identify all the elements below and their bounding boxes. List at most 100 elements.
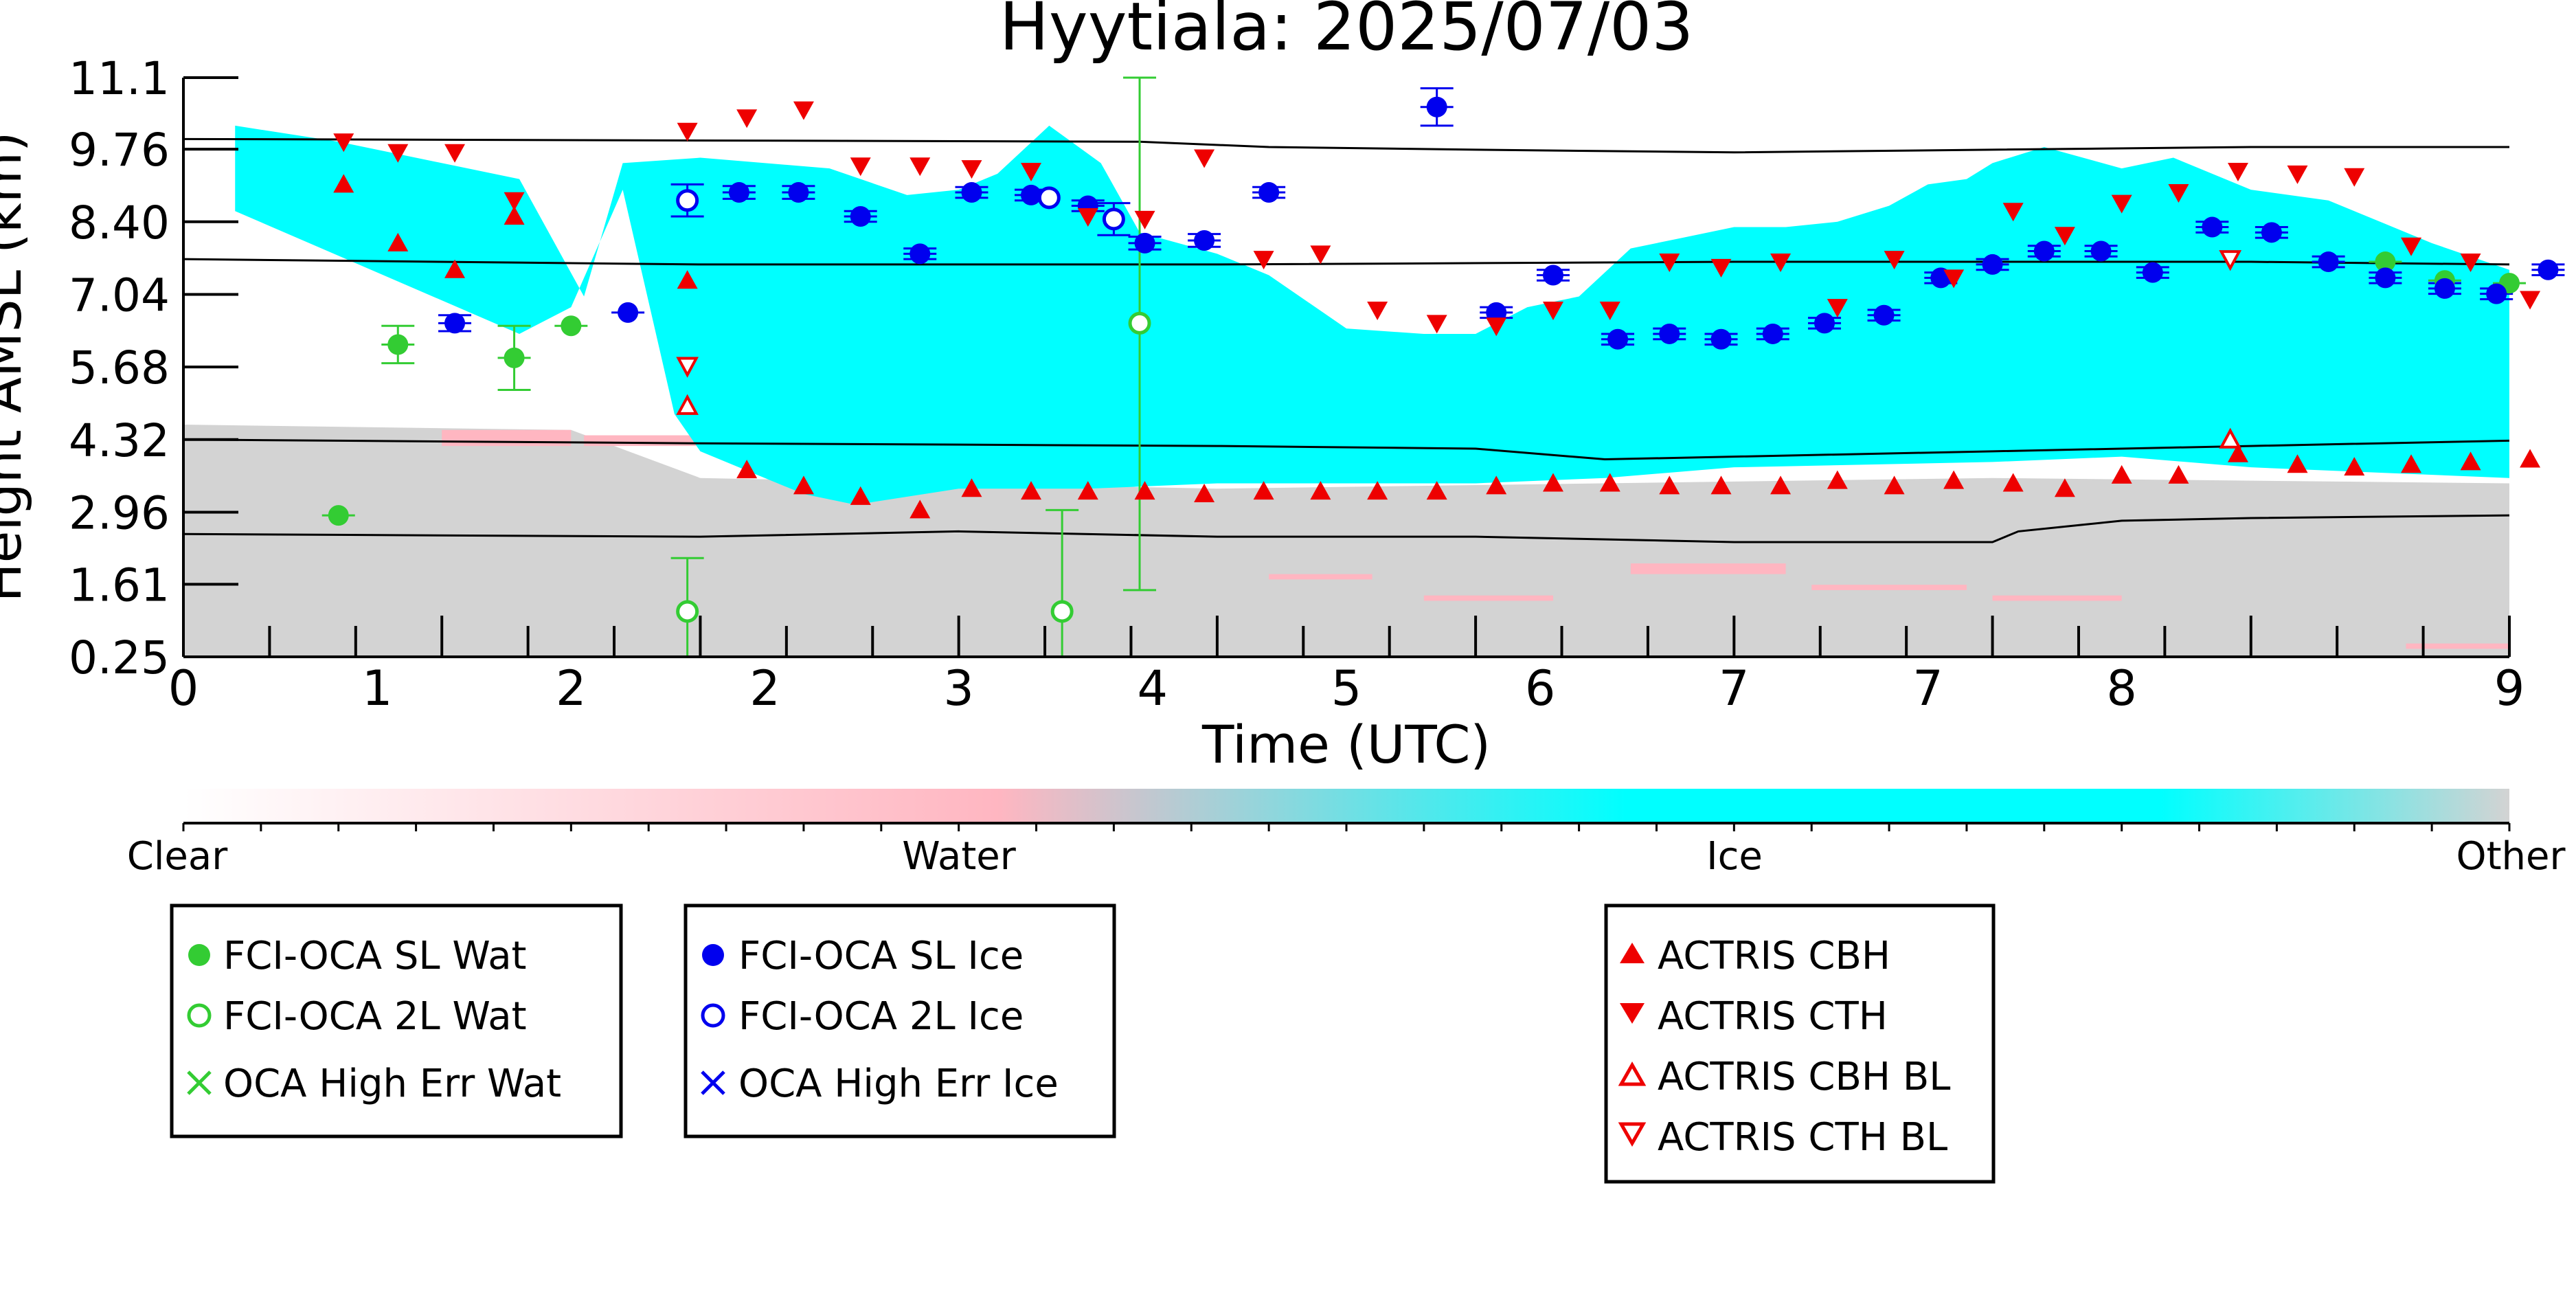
data-point-open-circle bbox=[1128, 311, 1151, 335]
x-tick-label: 9 bbox=[2494, 660, 2525, 717]
data-point-filled-circle bbox=[444, 313, 466, 334]
data-point-filled-circle bbox=[1982, 254, 2003, 275]
data-point-triangle-up bbox=[1770, 475, 1792, 495]
data-point-filled-circle bbox=[1021, 184, 1042, 205]
data-point-triangle-up bbox=[504, 206, 525, 225]
data-point-triangle-up bbox=[1486, 475, 1507, 495]
data-point-triangle-up-open bbox=[2219, 427, 2242, 449]
data-point-triangle-down bbox=[677, 122, 698, 142]
x-tick-label: 4 bbox=[1138, 660, 1168, 717]
data-point-open-circle bbox=[676, 189, 699, 212]
water-class-patch bbox=[2406, 643, 2509, 649]
legend-filled-circle-icon bbox=[702, 944, 724, 966]
data-point-filled-circle bbox=[728, 182, 749, 203]
data-point-triangle-up bbox=[1077, 481, 1098, 500]
legend-triangle-down-icon bbox=[1620, 1003, 1645, 1024]
legend-label: ACTRIS CBH BL bbox=[1658, 1055, 1950, 1099]
data-point-triangle-down-open bbox=[2219, 250, 2242, 271]
legend-filled-circle-icon bbox=[188, 944, 210, 966]
data-point-triangle-down bbox=[1134, 210, 1155, 229]
legend-label: ACTRIS CTH BL bbox=[1658, 1115, 1947, 1160]
data-point-triangle-down bbox=[909, 157, 931, 177]
data-point-filled-circle bbox=[2261, 222, 2282, 243]
y-tick-label: 2.96 bbox=[69, 486, 170, 539]
colorbar-ticks bbox=[182, 823, 2511, 831]
data-point-filled-circle bbox=[1762, 323, 1783, 344]
water-class-patch bbox=[442, 429, 572, 447]
x-tick-label: 5 bbox=[1331, 660, 1362, 717]
data-point-triangle-down bbox=[504, 192, 525, 211]
legend-label: ACTRIS CBH bbox=[1658, 934, 1890, 978]
data-point-triangle-down bbox=[2520, 291, 2541, 310]
x-tick-label: 7 bbox=[1912, 660, 1943, 717]
legend-box bbox=[683, 903, 1116, 1138]
data-point-filled-circle bbox=[2486, 283, 2507, 304]
data-point-triangle-down bbox=[444, 144, 466, 163]
y-tick-label: 5.68 bbox=[69, 341, 170, 394]
data-point-triangle-down bbox=[1426, 315, 1447, 334]
legend-label: FCI-OCA SL Wat bbox=[223, 934, 527, 978]
data-point-triangle-up bbox=[909, 499, 931, 519]
class-colorbar: Clear Water Ice Other bbox=[127, 789, 2566, 879]
data-point-triangle-up bbox=[2520, 449, 2541, 468]
y-ticks: 0.25 1.61 2.96 4.32 5.68 7.04 8.40 9.76 11.1 bbox=[69, 52, 238, 684]
data-point-triangle-down bbox=[1542, 301, 1563, 320]
data-point-triangle-down bbox=[1194, 149, 1215, 168]
legend-label: FCI-OCA 2L Ice bbox=[738, 994, 1024, 1039]
data-point-triangle-up bbox=[1367, 481, 1388, 500]
reference-line bbox=[183, 258, 2509, 266]
data-point-triangle-up-open bbox=[676, 394, 699, 415]
data-point-triangle-up bbox=[1310, 481, 1331, 500]
data-point-triangle-up bbox=[2054, 478, 2075, 497]
legend-label: OCA High Err Ice bbox=[738, 1062, 1059, 1106]
data-point-triangle-down bbox=[2344, 168, 2365, 187]
data-point-triangle-down bbox=[387, 144, 409, 163]
data-point-triangle-up bbox=[1884, 475, 1905, 495]
data-point-filled-circle bbox=[2318, 251, 2339, 273]
legend-triangle-up-open-icon bbox=[1618, 1061, 1647, 1086]
colorbar-gradient bbox=[183, 789, 2509, 823]
data-point-filled-circle bbox=[961, 182, 982, 203]
data-point-filled-circle bbox=[788, 182, 809, 203]
colorbar-label-water: Water bbox=[902, 834, 1017, 879]
data-point-triangle-up bbox=[1943, 470, 1965, 489]
data-point-filled-circle bbox=[1607, 328, 1629, 350]
legend-open-circle-icon bbox=[187, 1003, 212, 1028]
y-tick-label: 11.1 bbox=[69, 52, 170, 105]
y-tick-label: 4.32 bbox=[69, 414, 170, 467]
data-point-triangle-up bbox=[444, 259, 466, 278]
legend-label: OCA High Err Wat bbox=[223, 1062, 561, 1106]
colorbar-label-other: Other bbox=[2456, 834, 2566, 879]
legend-actris: ACTRIS CBH ACTRIS CTH ACTRIS CBH BL ACTR… bbox=[1604, 903, 1996, 1184]
water-class-patch bbox=[1811, 585, 1967, 590]
legend-ice: FCI-OCA SL Ice FCI-OCA 2L Ice OCA High E… bbox=[683, 903, 1116, 1138]
data-point-triangle-up bbox=[2460, 451, 2481, 471]
y-tick-label: 0.25 bbox=[69, 631, 170, 684]
y-tick-label: 7.04 bbox=[69, 269, 170, 322]
x-tick-label: 7 bbox=[1719, 660, 1750, 717]
reference-line bbox=[183, 438, 2509, 461]
y-axis-label: Height AMSL (km) bbox=[0, 131, 33, 602]
data-point-open-circle bbox=[1050, 600, 1074, 623]
ice-class-area bbox=[235, 125, 2509, 505]
water-class-patch bbox=[1269, 574, 1372, 580]
reference-line bbox=[183, 137, 2509, 154]
legend-label: FCI-OCA SL Ice bbox=[738, 934, 1024, 978]
x-tick-label: 2 bbox=[556, 660, 587, 717]
data-point-filled-circle bbox=[1710, 328, 1732, 350]
data-point-filled-circle bbox=[2033, 240, 2055, 262]
data-point-triangle-up bbox=[1599, 473, 1620, 492]
data-point-triangle-up bbox=[1194, 484, 1215, 503]
data-point-triangle-down bbox=[2227, 162, 2248, 181]
legend-open-circle-icon bbox=[701, 1003, 725, 1028]
data-point-triangle-up bbox=[677, 270, 698, 289]
legend-triangle-up-icon bbox=[1620, 943, 1645, 963]
data-point-triangle-down bbox=[1077, 208, 1098, 227]
data-point-filled-circle bbox=[2538, 259, 2559, 280]
legend-x-icon bbox=[187, 1070, 212, 1095]
data-point-filled-circle bbox=[504, 347, 525, 368]
reference-line bbox=[183, 514, 2509, 543]
data-point-triangle-down bbox=[1710, 258, 1732, 278]
data-point-filled-circle bbox=[2090, 240, 2112, 262]
